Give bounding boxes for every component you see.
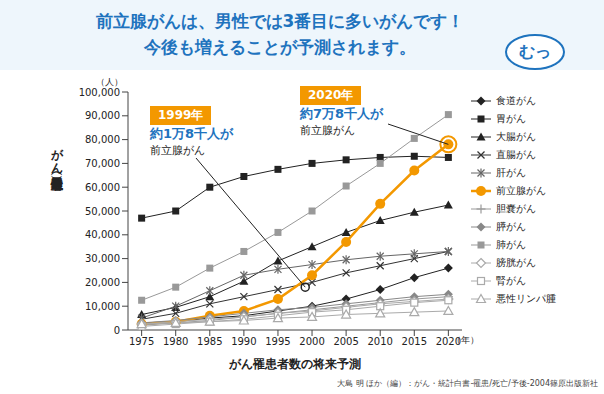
svg-text:10,000: 10,000 xyxy=(85,301,120,312)
svg-text:1985: 1985 xyxy=(197,336,222,347)
svg-text:0: 0 xyxy=(114,325,120,336)
svg-text:2010: 2010 xyxy=(367,336,392,347)
svg-text:1975: 1975 xyxy=(129,336,154,347)
svg-text:1980: 1980 xyxy=(163,336,188,347)
svg-text:30,000: 30,000 xyxy=(85,253,120,264)
svg-text:100,000: 100,000 xyxy=(79,87,120,98)
svg-text:2005: 2005 xyxy=(333,336,358,347)
svg-text:40,000: 40,000 xyxy=(85,229,120,240)
svg-text:2015: 2015 xyxy=(402,336,427,347)
svg-text:80,000: 80,000 xyxy=(85,134,120,145)
svg-text:2000: 2000 xyxy=(299,336,324,347)
svg-text:20,000: 20,000 xyxy=(85,277,120,288)
svg-text:1995: 1995 xyxy=(265,336,290,347)
svg-text:50,000: 50,000 xyxy=(85,206,120,217)
svg-text:60,000: 60,000 xyxy=(85,182,120,193)
svg-text:90,000: 90,000 xyxy=(85,110,120,121)
svg-text:70,000: 70,000 xyxy=(85,158,120,169)
svg-text:1990: 1990 xyxy=(231,336,256,347)
